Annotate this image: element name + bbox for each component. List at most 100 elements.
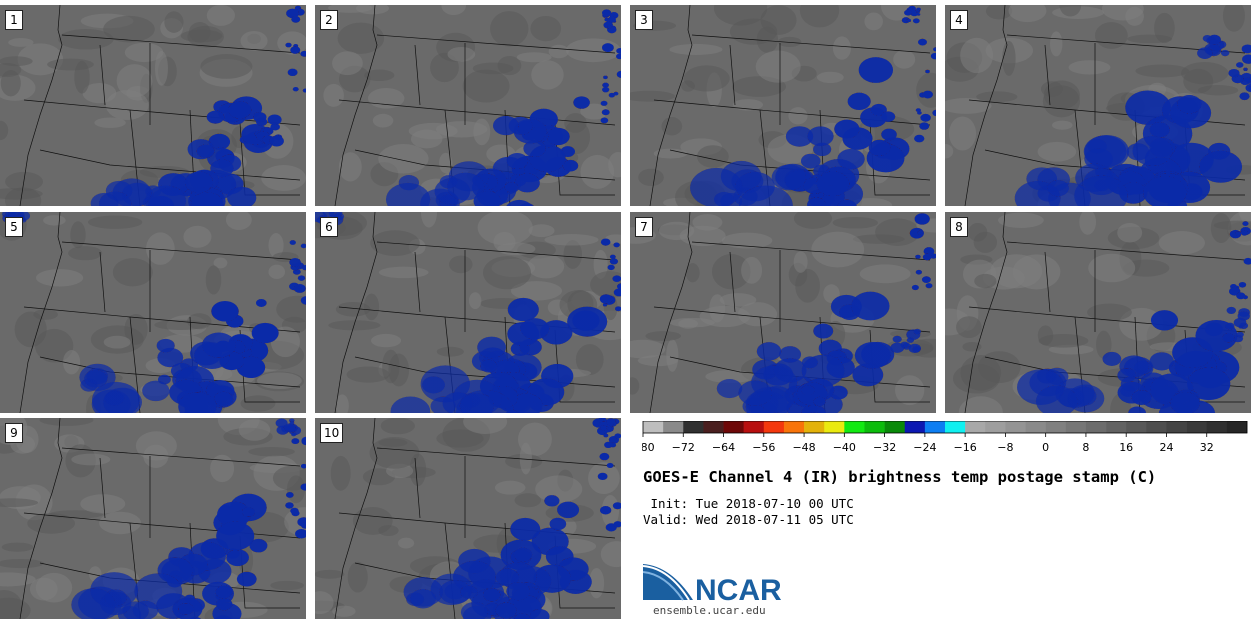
cloud-cluster — [690, 160, 806, 206]
colorbar-swatch — [824, 421, 845, 433]
colorbar-swatch — [643, 421, 664, 433]
colorbar-swatch — [985, 421, 1006, 433]
map-panel: 7 — [630, 212, 936, 413]
map-panel: 2 — [315, 5, 621, 206]
ir-map — [945, 212, 1251, 413]
ir-map — [0, 212, 306, 413]
cloud-cluster — [834, 57, 910, 173]
colorbar-swatch — [1186, 421, 1208, 433]
colorbar-swatch — [1106, 421, 1127, 433]
map-panel: 5 — [0, 212, 306, 413]
cloud-cluster — [507, 297, 608, 389]
colorbar-tick-label: −56 — [752, 441, 775, 454]
colorbar-swatch — [1146, 421, 1167, 433]
cloud-cluster — [901, 5, 921, 24]
colorbar-swatch — [1025, 421, 1046, 433]
map-panel: 3 — [630, 5, 936, 206]
colorbar-tick-label: −32 — [873, 441, 896, 454]
colorbar-tick-label: 24 — [1159, 441, 1173, 454]
colorbar-swatch — [1005, 421, 1026, 433]
cloud-cluster — [1197, 34, 1230, 60]
ir-map — [0, 418, 306, 619]
panel-number: 10 — [320, 423, 344, 443]
panel-number: 9 — [5, 423, 23, 443]
cloud-cluster — [599, 238, 621, 312]
logo-text: NCAR — [695, 574, 782, 604]
cloud-cluster — [483, 582, 550, 619]
ir-map — [315, 212, 621, 413]
cloud-cluster — [600, 43, 621, 124]
cloud-cluster — [1017, 367, 1105, 413]
ir-map — [945, 5, 1251, 206]
valid-time: Valid: Wed 2018-07-11 05 UTC — [643, 512, 854, 527]
map-panel: 1 — [0, 5, 306, 206]
colorbar-swatch — [884, 421, 906, 433]
cloud-cluster — [592, 418, 620, 438]
init-time: Init: Tue 2018-07-10 00 UTC — [643, 496, 854, 511]
colorbar-tick-label: −8 — [997, 441, 1013, 454]
colorbar-swatch — [703, 421, 724, 433]
cloud-cluster — [79, 363, 170, 413]
colorbar-swatch — [804, 421, 825, 433]
colorbar-swatch — [683, 421, 704, 433]
cloud-cluster — [1228, 44, 1251, 101]
colorbar-swatch — [1206, 421, 1228, 433]
colorbar-tick-label: −24 — [913, 441, 936, 454]
ir-map — [0, 5, 306, 206]
colorbar-swatch — [1126, 421, 1147, 433]
colorbar-swatch — [1065, 421, 1087, 433]
cloud-cluster — [385, 161, 489, 206]
colorbar-tick-label: −80 — [642, 441, 655, 454]
cloud-cluster — [275, 418, 302, 437]
colorbar-swatch — [1166, 421, 1187, 433]
colorbar-swatch — [763, 421, 785, 433]
ir-map — [315, 418, 621, 619]
cloud-cluster — [211, 298, 279, 379]
cloud-cluster — [909, 213, 936, 291]
panel-number: 1 — [5, 10, 23, 30]
panel-number: 2 — [320, 10, 338, 30]
ir-map — [630, 212, 936, 413]
colorbar-swatch — [945, 421, 966, 433]
cloud-cluster — [1150, 310, 1240, 401]
colorbar-swatch — [1085, 421, 1107, 433]
panel-number: 5 — [5, 217, 23, 237]
colorbar-swatch — [783, 421, 805, 433]
panel-number: 4 — [950, 10, 968, 30]
cloud-cluster — [785, 166, 857, 206]
cloud-cluster — [784, 378, 848, 413]
panel-number: 7 — [635, 217, 653, 237]
cloud-cluster — [285, 5, 306, 93]
cloud-cluster — [1229, 221, 1251, 300]
colorbar-swatch — [743, 421, 765, 433]
cloud-cluster — [172, 581, 242, 619]
colorbar-tick-label: 0 — [1042, 441, 1049, 454]
panel-number: 8 — [950, 217, 968, 237]
colorbar-tick-label: 8 — [1082, 441, 1089, 454]
colorbar-tick-label: 16 — [1119, 441, 1133, 454]
map-panel: 9 — [0, 418, 306, 619]
map-panel: 8 — [945, 212, 1251, 413]
colorbar-swatch — [904, 421, 926, 433]
cloud-cluster — [1222, 306, 1250, 343]
colorbar-swatch — [864, 421, 885, 433]
ir-map — [315, 5, 621, 206]
colorbar-tick-label: −48 — [792, 441, 815, 454]
cloud-cluster — [890, 328, 922, 354]
figure-title: GOES-E Channel 4 (IR) brightness temp po… — [643, 468, 1157, 486]
colorbar-tick-label: −64 — [712, 441, 735, 454]
colorbar-tick-label: 32 — [1200, 441, 1214, 454]
cloud-cluster — [1014, 163, 1128, 206]
colorbar-swatch — [1226, 421, 1248, 433]
panel-number: 3 — [635, 10, 653, 30]
cloud-cluster — [601, 9, 619, 34]
ncar-logo: NCAR — [643, 564, 782, 604]
cloud-cluster — [71, 572, 183, 619]
colorbar-tick-label: −40 — [833, 441, 856, 454]
cloud-cluster — [253, 112, 284, 147]
map-panel: 6 — [315, 212, 621, 413]
colorbar-swatch — [844, 421, 865, 433]
panel-number: 6 — [320, 217, 338, 237]
colorbar-swatch — [1045, 421, 1067, 433]
cloud-cluster — [285, 436, 306, 539]
